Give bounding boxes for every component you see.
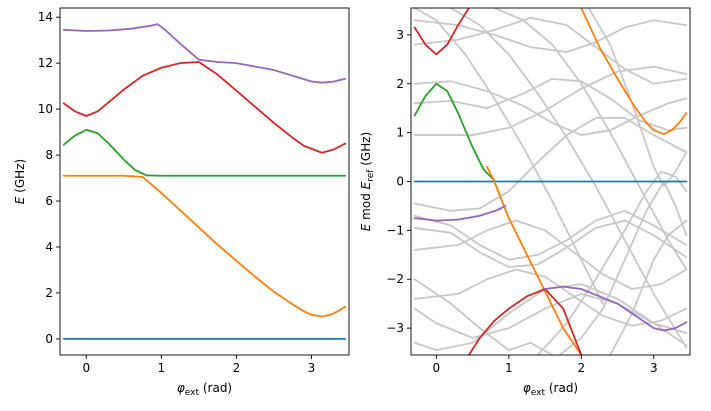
x-tick-label: 3	[650, 361, 658, 375]
x-tick-label: 2	[577, 361, 585, 375]
x-axis-label: φext (rad)	[523, 381, 578, 398]
background-line-17	[558, 180, 688, 355]
x-tick-label: 3	[308, 361, 316, 375]
y-tick-label: −3	[386, 321, 404, 335]
y-tick-label: 6	[45, 194, 53, 208]
y-tick-label: 10	[38, 102, 53, 116]
series-line-5	[468, 288, 583, 355]
y-tick-label: 14	[38, 10, 53, 24]
y-tick-label: 0	[45, 332, 53, 346]
background-line-6	[413, 80, 688, 136]
x-tick-label: 1	[505, 361, 513, 375]
y-tick-label: −2	[386, 272, 404, 286]
background-line-4	[413, 293, 688, 339]
series-line-2	[62, 128, 347, 177]
series-line-1	[62, 174, 347, 318]
background-line-14	[493, 8, 688, 271]
background-line-15	[536, 170, 688, 355]
background-line-7	[413, 77, 688, 132]
y-axis-label: E (GHz)	[13, 159, 27, 204]
background-line-8	[413, 16, 688, 85]
background-line-9	[413, 19, 688, 53]
y-tick-label: 1	[396, 126, 404, 140]
x-tick-label: 0	[82, 361, 90, 375]
x-tick-label: 2	[233, 361, 241, 375]
y-tick-label: 3	[396, 28, 404, 42]
plot-area	[62, 23, 347, 340]
y-tick-label: 8	[45, 148, 53, 162]
y-tick-label: 2	[45, 286, 53, 300]
y-tick-label: 12	[38, 56, 53, 70]
series-line-7	[544, 285, 688, 332]
y-tick-label: 4	[45, 240, 53, 254]
right-axes: 0 1 2 3 −3 −2 −1 0 1 2 3 φext (rad) E mod Eref (GHz)	[359, 7, 691, 398]
background-line-2	[413, 219, 688, 290]
background-line-19	[609, 219, 688, 355]
series-line-2	[486, 165, 583, 355]
background-line-10	[413, 65, 688, 136]
series-line-3	[580, 8, 688, 135]
series-line-3	[62, 61, 347, 154]
background-line-13	[449, 8, 688, 349]
y-tick-label: 0	[396, 175, 404, 189]
x-tick-label: 0	[433, 361, 441, 375]
y-axis-label: E mod Eref (GHz)	[359, 132, 376, 232]
series-line-6	[413, 205, 507, 222]
background-line-16	[587, 8, 688, 188]
y-tick-label: 2	[396, 77, 404, 91]
plot-area	[413, 8, 688, 355]
background-line-12	[413, 8, 604, 305]
y-tick-label: −1	[386, 223, 404, 237]
axes-frame	[59, 7, 350, 356]
series-line-4	[413, 8, 470, 56]
series-line-4	[62, 23, 347, 84]
x-tick-label: 1	[158, 361, 166, 375]
x-axis-label: φext (rad)	[177, 381, 232, 398]
background-line-18	[413, 278, 554, 355]
series-line-1	[413, 82, 496, 182]
background-line-0	[413, 209, 688, 261]
